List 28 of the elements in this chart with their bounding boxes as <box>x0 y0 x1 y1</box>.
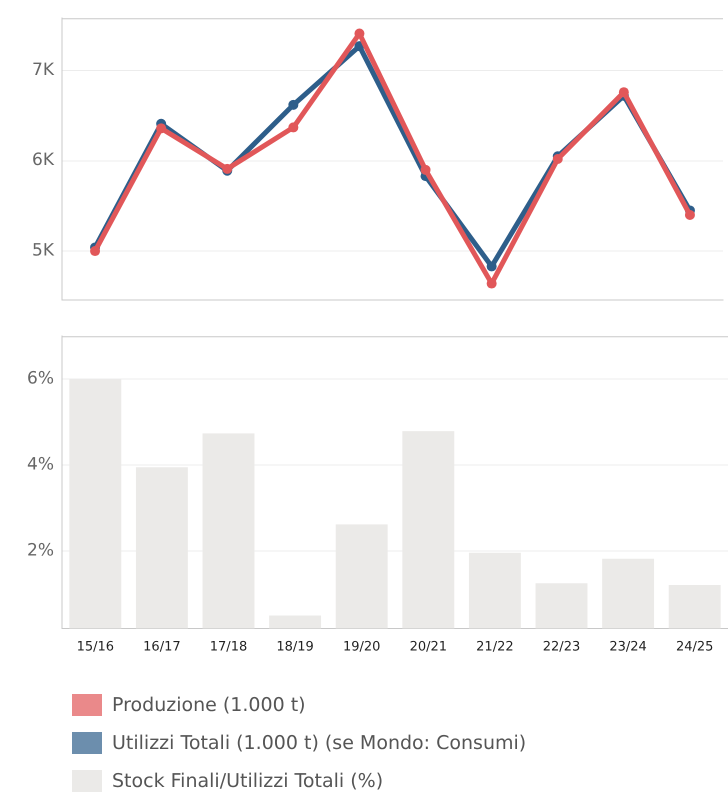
point <box>420 164 431 175</box>
legend-label: Utilizzi Totali (1.000 t) (se Mondo: Consumi) <box>112 732 526 754</box>
legend-label: Produzione (1.000 t) <box>112 694 306 716</box>
point <box>618 87 629 98</box>
x-tick-label: 18/19 <box>276 640 314 655</box>
y-tick-label: 7K <box>32 60 55 80</box>
y-tick-label: 5K <box>32 240 55 260</box>
x-tick-label: 22/23 <box>542 640 580 655</box>
x-tick-label: 15/16 <box>76 640 114 655</box>
y-tick-label: 6K <box>32 150 55 170</box>
y-tick-label: 2% <box>27 540 54 560</box>
y-tick-label: 6% <box>27 368 54 389</box>
x-tick-label: 21/22 <box>476 640 514 655</box>
point <box>90 246 100 256</box>
x-tick-label: 16/17 <box>143 640 181 655</box>
x-tick-label: 24/25 <box>676 640 714 655</box>
point <box>288 100 298 110</box>
y-tick-label: 4% <box>27 454 54 475</box>
x-tick-label: 20/21 <box>410 640 448 655</box>
legend-label: Stock Finali/Utilizzi Totali (%) <box>112 770 384 792</box>
point <box>156 123 166 134</box>
point <box>486 261 497 272</box>
point <box>552 154 563 164</box>
x-tick-label: 19/20 <box>342 640 380 655</box>
x-tick-label: 23/24 <box>609 640 647 655</box>
point <box>684 210 695 220</box>
x-tick-label: 17/18 <box>210 640 248 655</box>
point <box>288 122 298 132</box>
